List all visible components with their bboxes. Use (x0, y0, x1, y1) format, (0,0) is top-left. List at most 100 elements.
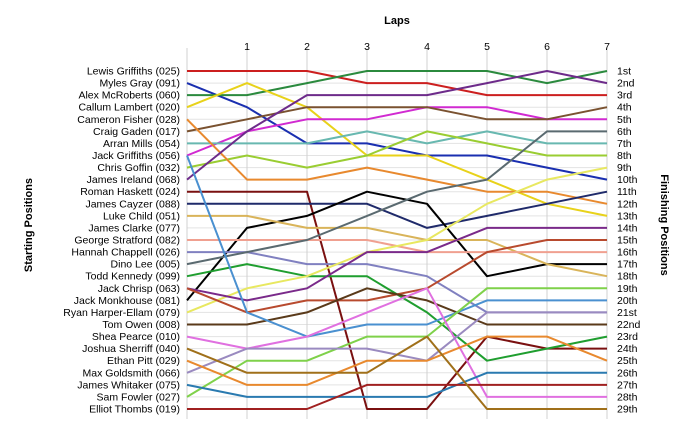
y-axis-label-right: Finishing Positions (658, 174, 670, 275)
finish-label: 27th (617, 379, 638, 391)
finish-label: 21st (617, 307, 637, 319)
finish-label: 18th (617, 271, 638, 283)
finish-label: 8th (617, 150, 632, 162)
start-label: James Ireland (068) (87, 174, 180, 186)
finish-label: 17th (617, 259, 638, 271)
finish-label: 25th (617, 355, 638, 367)
series-line-9 (186, 118, 608, 205)
finish-label: 20th (617, 295, 638, 307)
finish-label: 5th (617, 114, 632, 126)
start-label: James Cayzer (088) (85, 198, 180, 210)
start-label: Jack Griffiths (056) (92, 150, 180, 162)
series-line-19 (186, 166, 608, 314)
start-label: Jack Chrisp (063) (98, 283, 180, 295)
series-line-2 (186, 82, 608, 181)
finish-label: 28th (617, 391, 638, 403)
chart-title: Laps (384, 15, 410, 27)
start-label: James Whitaker (075) (77, 379, 180, 391)
series-line-8 (186, 130, 607, 169)
start-label: Ryan Harper-Ellam (079) (63, 307, 180, 319)
finish-label: 12th (617, 198, 638, 210)
series-line-6 (186, 106, 608, 133)
start-label: Chris Goffin (032) (97, 162, 180, 174)
finish-label: 6th (617, 126, 632, 138)
start-label: Arran Mills (054) (103, 138, 180, 150)
start-label: Dino Lee (005) (111, 259, 180, 271)
start-label: James Clarke (077) (88, 222, 180, 234)
start-label: George Stratford (082) (74, 235, 180, 247)
series-line-1 (187, 70, 607, 97)
finish-label: 9th (617, 162, 632, 174)
finish-label: 10th (617, 174, 638, 186)
series-line-16 (187, 251, 607, 314)
finish-label: 23rd (617, 331, 638, 343)
finish-label: 1st (617, 66, 631, 78)
start-label: Shea Pearce (010) (92, 331, 180, 343)
start-label: Luke Child (051) (103, 210, 180, 222)
series-line-28 (186, 371, 607, 398)
start-labels: Lewis Griffiths (025)Myles Gray (091)Ale… (63, 66, 180, 416)
start-label: Sam Fowler (027) (97, 391, 180, 403)
series-line-12 (187, 190, 608, 229)
series-line-17 (186, 130, 607, 266)
start-label: Todd Kennedy (099) (85, 271, 180, 283)
start-label: Cameron Fisher (028) (77, 114, 180, 126)
start-label: Lewis Griffiths (025) (87, 66, 180, 78)
start-label: Jack Monkhouse (081) (74, 295, 180, 307)
start-label: Elliot Thombs (019) (89, 404, 180, 416)
series-line-5 (186, 106, 607, 157)
finish-label: 14th (617, 222, 638, 234)
series-line-20 (186, 226, 607, 302)
x-tick-label: 7 (604, 41, 610, 53)
series-line-29 (187, 383, 607, 410)
start-label: Tom Owen (008) (102, 319, 180, 331)
series-lines (186, 70, 608, 410)
start-label: Hannah Chappell (026) (71, 247, 180, 259)
start-label: Craig Gaden (017) (93, 126, 180, 138)
x-tick-label: 4 (424, 41, 430, 53)
finish-label: 11th (617, 186, 637, 198)
start-label: Joshua Sherriff (040) (82, 343, 180, 355)
series-line-4 (186, 82, 608, 217)
finish-label: 7th (617, 138, 632, 150)
start-label: Myles Gray (091) (99, 78, 180, 90)
start-label: Max Goldsmith (066) (83, 367, 180, 379)
finish-label: 22nd (617, 319, 641, 331)
finish-label: 4th (617, 102, 632, 114)
finish-label: 19th (617, 283, 638, 295)
finish-label: 3rd (617, 90, 632, 102)
start-label: Alex McRoberts (060) (78, 90, 180, 102)
series-line-26 (186, 311, 607, 374)
finish-label: 16th (617, 247, 638, 259)
series-line-22 (187, 287, 607, 326)
x-tick-label: 6 (544, 41, 550, 53)
finish-label: 29th (617, 404, 638, 416)
finish-label: 13th (617, 210, 638, 222)
start-label: Callum Lambert (020) (78, 102, 180, 114)
finish-labels: 1st2nd3rd4th5th6th7th8th9th10th11th12th1… (617, 66, 641, 416)
series-line-3 (187, 70, 608, 97)
series-line-30 (186, 335, 607, 410)
series-line-7 (187, 130, 607, 145)
series-line-25 (186, 287, 607, 398)
series-line-10 (186, 70, 608, 181)
series-line-11 (187, 190, 607, 410)
series-line-14 (187, 214, 608, 278)
x-tick-label: 2 (304, 41, 310, 53)
start-label: Ethan Pitt (029) (107, 355, 180, 367)
finish-label: 2nd (617, 78, 635, 90)
series-line-27 (186, 335, 608, 386)
y-axis-label-left: Starting Positions (23, 178, 35, 272)
series-line-13 (186, 190, 607, 302)
finish-label: 26th (617, 367, 638, 379)
x-tick-labels: 1 2 3 4 5 6 7 (244, 41, 610, 53)
start-label: Roman Haskett (024) (80, 186, 180, 198)
x-tick-label: 3 (364, 41, 370, 53)
finish-label: 15th (617, 235, 638, 247)
series-line-24 (186, 287, 607, 398)
series-line-23 (186, 155, 607, 338)
x-tick-label: 5 (484, 41, 490, 53)
x-tick-label: 1 (244, 41, 250, 53)
